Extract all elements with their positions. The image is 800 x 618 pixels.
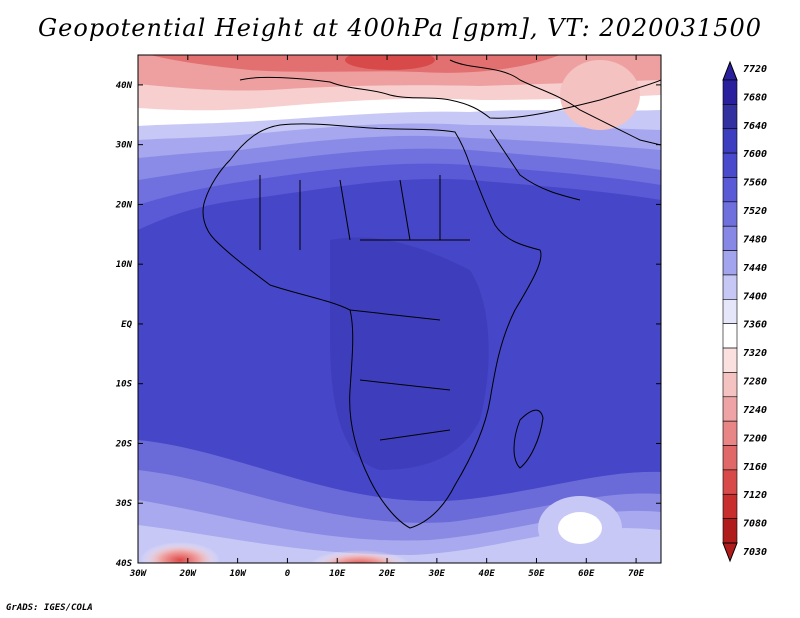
colorbar-arrow-top	[722, 60, 738, 81]
colorbar-label: 7600	[743, 149, 767, 160]
lat-label: 40S	[116, 559, 133, 569]
colorbar-swatch	[722, 372, 738, 398]
colorbar-swatch	[722, 152, 738, 178]
colorbar-label: 7320	[743, 348, 767, 359]
colorbar-label: 7200	[743, 433, 767, 444]
colorbar-label: 7360	[743, 320, 767, 331]
lon-label: 0	[285, 569, 291, 579]
colorbar-swatch	[722, 128, 738, 154]
lat-labels: 40N 30N 20N 10N EQ 10S 20S 30S 40S	[115, 81, 133, 569]
colorbar-swatch	[722, 445, 738, 471]
colorbar-swatch	[722, 177, 738, 203]
colorbar-label: 7560	[743, 178, 767, 189]
colorbar-label: 7640	[743, 121, 767, 132]
colorbar-swatch	[722, 250, 738, 276]
lon-label: 50E	[528, 569, 545, 579]
colorbar-swatch	[722, 201, 738, 227]
colorbar-swatch	[722, 79, 738, 105]
colorbar-label: 7400	[743, 291, 767, 302]
lon-label: 30W	[129, 569, 148, 579]
colorbar-swatch	[722, 469, 738, 495]
colorbar-swatch	[722, 420, 738, 446]
plot-frame	[137, 54, 662, 564]
lat-label: 10N	[116, 260, 133, 270]
lat-label: 40N	[116, 81, 133, 91]
lat-label: 30S	[115, 499, 133, 509]
map-title: Geopotential Height at 400hPa [gpm], VT:…	[38, 14, 762, 42]
colorbar-swatch	[722, 299, 738, 324]
lat-label: 20S	[115, 439, 133, 449]
axis-ticks	[137, 55, 661, 564]
colorbar-label: 7030	[743, 547, 767, 558]
colorbar-swatch	[722, 493, 738, 519]
colorbar-swatch	[722, 104, 738, 130]
colorbar-arrow-bottom	[722, 542, 738, 563]
lon-label: 20W	[179, 569, 198, 579]
lat-label: 30N	[115, 141, 133, 151]
height-field	[138, 55, 661, 563]
colorbar-swatch	[722, 323, 738, 349]
colorbar-swatch	[722, 396, 738, 422]
colorbar-label: 7240	[743, 405, 767, 416]
coastlines	[202, 59, 661, 529]
colorbar-swatch	[722, 225, 738, 251]
colorbar-swatch	[722, 347, 738, 373]
lon-label: 40E	[479, 569, 496, 579]
lon-label: 30E	[428, 569, 446, 579]
colorbar-label: 7680	[743, 92, 767, 103]
lat-label: EQ	[121, 320, 132, 330]
colorbar-label: 7120	[743, 490, 767, 501]
colorbar-label: 7720	[743, 64, 767, 75]
colorbar-label: 7280	[743, 377, 767, 388]
colorbar-label: 7160	[743, 462, 767, 473]
colorbar-label: 7520	[743, 206, 767, 217]
lon-label: 10W	[229, 569, 247, 579]
colorbar-swatch	[722, 274, 738, 300]
grads-credit: GrADS: IGES/COLA	[6, 603, 93, 613]
colorbar-label: 7080	[743, 519, 767, 530]
lon-labels: 30W 20W 10W 0 10E 20E 30E 40E 50E 60E 70E	[129, 569, 645, 579]
lat-label: 10S	[116, 380, 133, 390]
colorbar-swatch	[722, 518, 738, 544]
colorbar-label: 7440	[743, 263, 767, 274]
lat-label: 20N	[115, 200, 133, 210]
colorbar: 7720 7680 7640 7600 7560 7520 7480 7440 7400 7360…	[722, 60, 767, 563]
lon-label: 70E	[628, 569, 645, 579]
lon-label: 20E	[378, 569, 396, 579]
lon-label: 60E	[578, 569, 595, 579]
colorbar-label: 7480	[743, 234, 767, 245]
lon-label: 10E	[329, 569, 346, 579]
